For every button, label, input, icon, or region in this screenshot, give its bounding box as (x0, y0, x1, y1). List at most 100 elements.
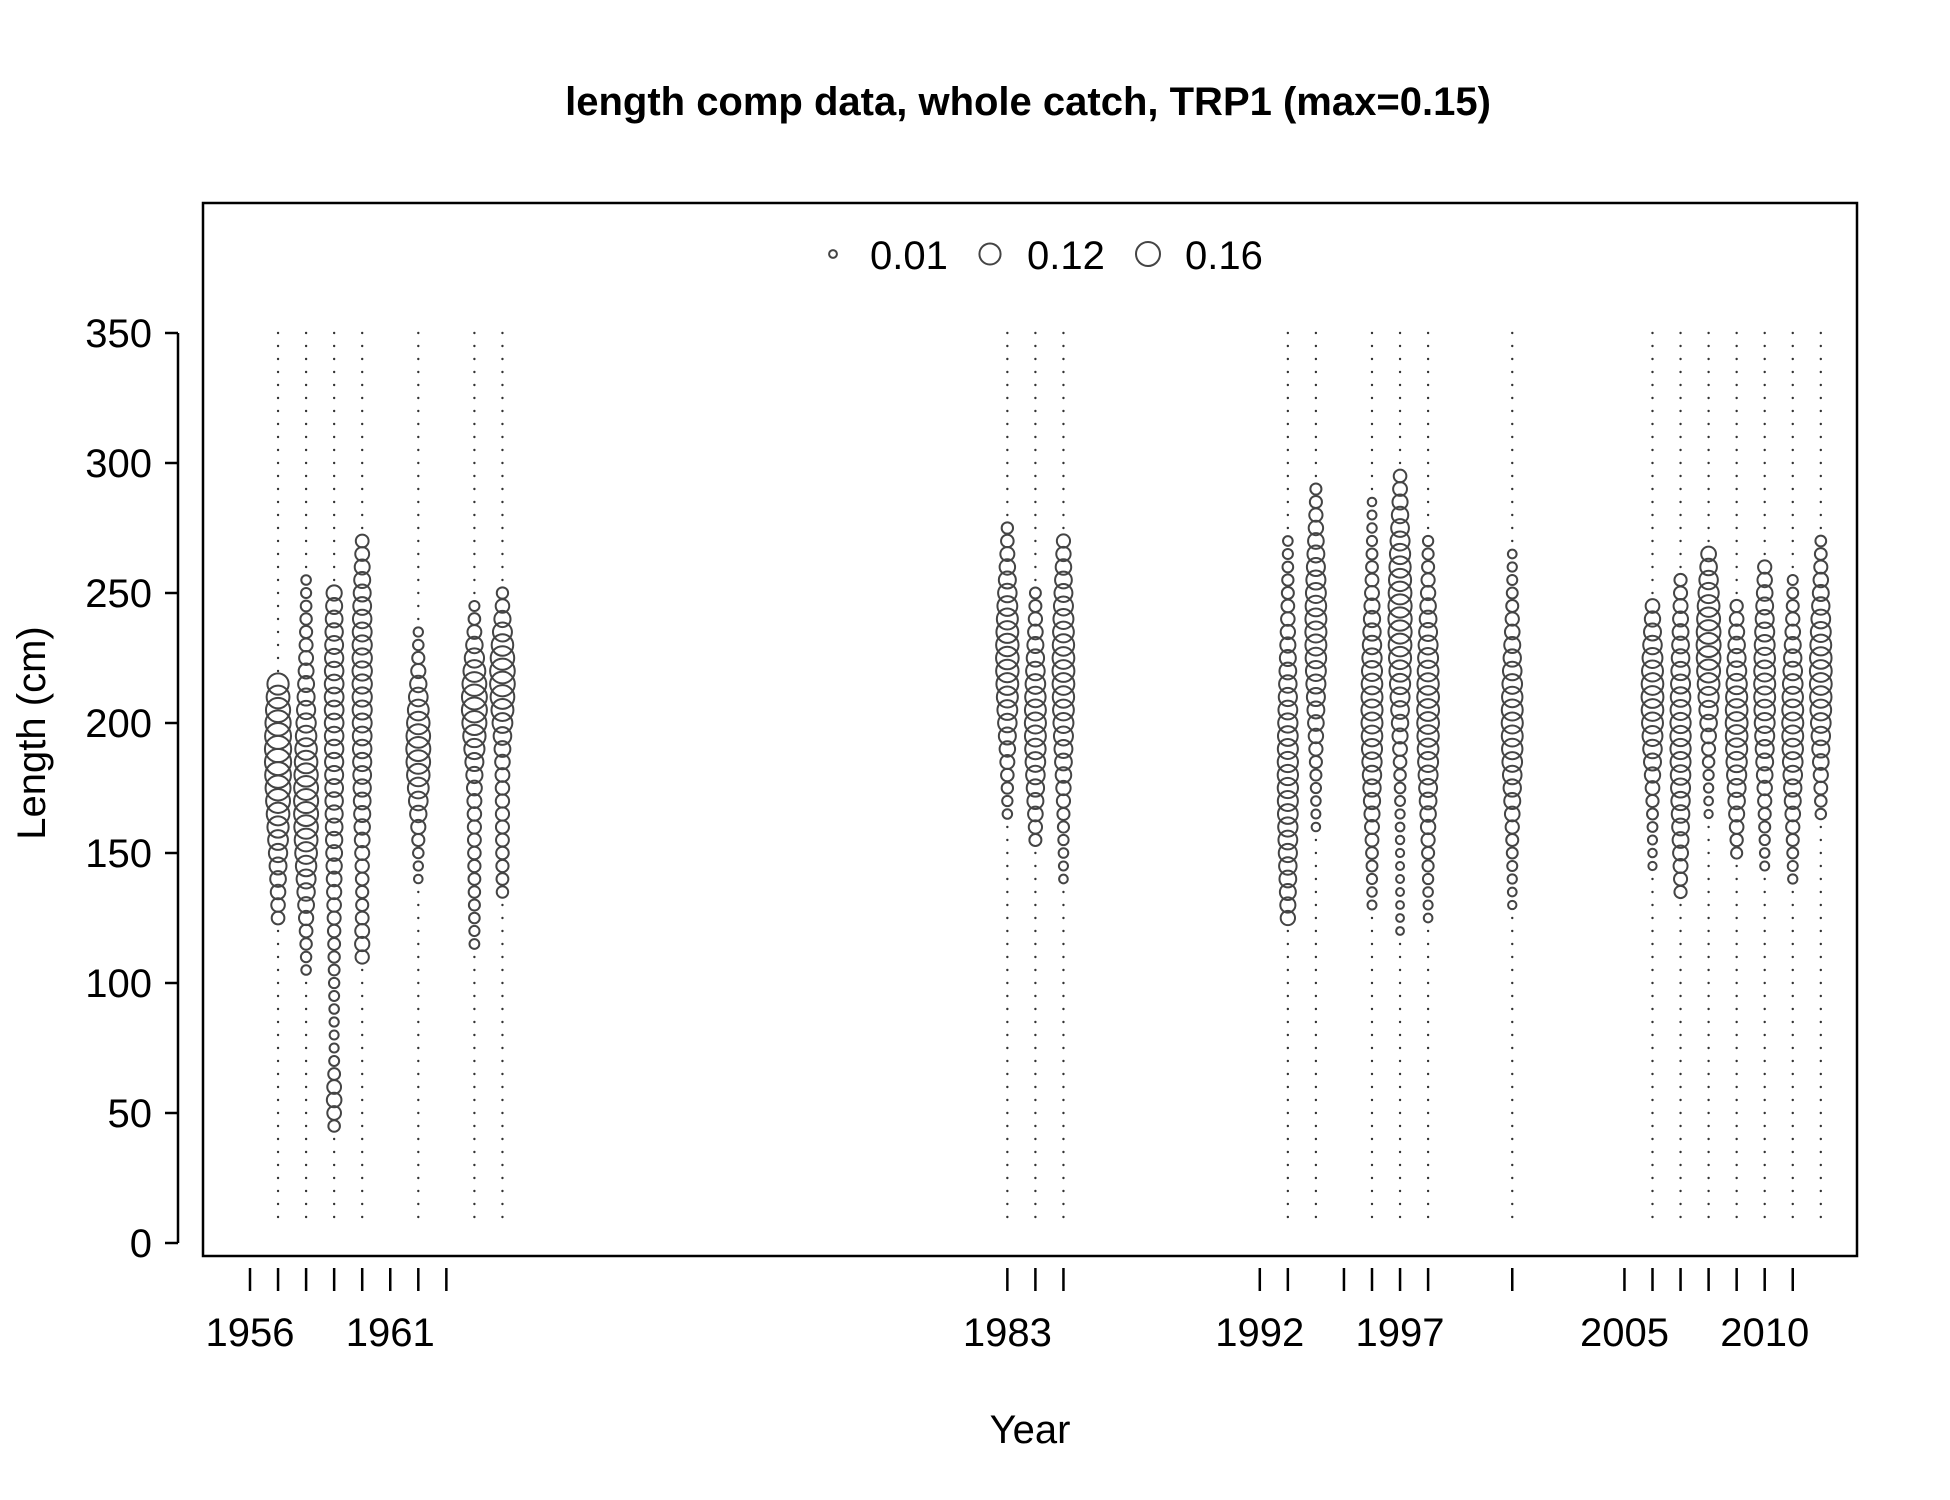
bubble-point (276, 643, 280, 647)
year-column-1957 (263, 331, 293, 1219)
bubble-point (1707, 1189, 1710, 1193)
bubble-point (417, 1059, 420, 1063)
bubble-point (299, 599, 313, 613)
bubble-point (1387, 606, 1413, 632)
bubble-point (1791, 1046, 1794, 1050)
bubble-point (1006, 1176, 1009, 1180)
bubble-point (1735, 916, 1738, 920)
bubble-point (1051, 685, 1076, 709)
bubble-point (332, 1202, 336, 1206)
bubble-point (1276, 803, 1299, 825)
bubble-point (1763, 1020, 1766, 1024)
bubble-point (1511, 1007, 1514, 1011)
bubble-point (1366, 899, 1378, 911)
bubble-point (1763, 1111, 1766, 1115)
bubble-point (1763, 526, 1766, 530)
bubble-point (1314, 955, 1318, 959)
bubble-point (1062, 929, 1065, 933)
bubble-point (1024, 673, 1047, 695)
bubble-point (1360, 672, 1384, 696)
bubble-point (501, 357, 504, 361)
year-column-1997 (1387, 331, 1413, 1219)
bubble-marks (263, 331, 1833, 1219)
bubble-point (501, 1033, 504, 1037)
bubble-point (501, 1137, 504, 1141)
bubble-point (1034, 383, 1037, 387)
bubble-point (276, 1059, 280, 1063)
bubble-point (276, 617, 280, 621)
bubble-point (1062, 890, 1065, 894)
bubble-point (1786, 846, 1800, 860)
bubble-point (276, 1085, 280, 1089)
bubble-point (1707, 474, 1710, 478)
bubble-point (1062, 487, 1065, 491)
bubble-point (323, 725, 345, 747)
bubble-point (1679, 1007, 1682, 1011)
bubble-point (1426, 1072, 1430, 1076)
bubble-point (276, 435, 280, 439)
bubble-point (1062, 396, 1065, 400)
bubble-point (1735, 409, 1738, 413)
bubble-point (1669, 686, 1692, 708)
bubble-point (1754, 621, 1776, 643)
bubble-point (501, 409, 504, 413)
bubble-point (1707, 994, 1710, 998)
bubble-point (1417, 751, 1440, 773)
bubble-point (1763, 981, 1766, 985)
bubble-point (1763, 942, 1766, 946)
bubble-point (1651, 1215, 1654, 1219)
bubble-point (1307, 727, 1325, 745)
bubble-point (266, 672, 290, 696)
bubble-point (417, 981, 420, 985)
bubble-point (1025, 660, 1046, 682)
legend-symbol (1135, 241, 1161, 267)
bubble-point (417, 968, 420, 972)
bubble-point (353, 804, 372, 824)
bubble-point (1034, 1124, 1037, 1128)
bubble-point (1308, 507, 1324, 523)
x-tick-label: 1961 (346, 1311, 435, 1355)
bubble-point (1819, 968, 1823, 972)
bubble-point (1314, 1046, 1318, 1050)
bubble-point (473, 370, 476, 374)
bubble-point (351, 686, 373, 708)
bubble-point (327, 976, 341, 990)
bubble-point (1791, 487, 1794, 491)
bubble-point (1006, 1189, 1009, 1193)
bubble-point (417, 357, 420, 361)
bubble-point (304, 448, 308, 452)
bubble-point (1416, 711, 1440, 735)
bubble-point (304, 383, 308, 387)
bubble-point (1390, 713, 1410, 733)
bubble-point (1388, 555, 1412, 579)
bubble-point (1314, 1137, 1318, 1141)
bubble-point (332, 396, 336, 400)
bubble-point (1781, 685, 1804, 709)
bubble-point (417, 344, 420, 348)
bubble-point (1707, 357, 1710, 361)
bubble-point (351, 634, 373, 656)
bubble-point (1735, 435, 1738, 439)
bubble-point (1819, 474, 1823, 478)
bubble-point (1034, 1176, 1037, 1180)
bubble-point (997, 726, 1017, 746)
bubble-point (1370, 474, 1374, 478)
bubble-point (1701, 741, 1717, 757)
bubble-point (361, 1020, 364, 1024)
bubble-point (468, 911, 481, 925)
bubble-point (1277, 829, 1299, 851)
bubble-point (276, 526, 280, 530)
bubble-point (999, 754, 1016, 770)
bubble-point (276, 1124, 280, 1128)
bubble-point (1699, 713, 1718, 733)
bubble-point (1305, 673, 1327, 695)
bubble-point (1025, 764, 1046, 786)
bubble-point (1286, 357, 1290, 361)
bubble-point (1370, 1059, 1374, 1063)
bubble-point (1286, 422, 1290, 426)
bubble-point (1511, 513, 1514, 517)
bubble-point (1314, 435, 1318, 439)
bubble-point (1735, 500, 1738, 504)
year-column-2008 (1695, 331, 1722, 1219)
bubble-point (1054, 570, 1073, 590)
